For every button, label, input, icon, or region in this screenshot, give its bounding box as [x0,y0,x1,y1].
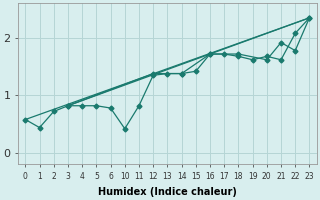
X-axis label: Humidex (Indice chaleur): Humidex (Indice chaleur) [98,187,237,197]
